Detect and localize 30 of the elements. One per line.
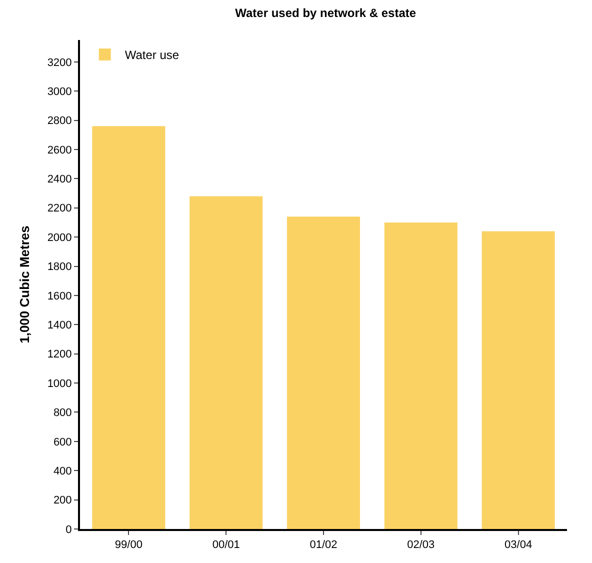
bar [286, 216, 360, 529]
y-tick-label: 600 [53, 436, 72, 448]
x-tick-label: 02/03 [407, 539, 435, 552]
bar [482, 231, 555, 529]
y-tick-label: 200 [53, 494, 72, 507]
y-tick-label: 1000 [47, 378, 72, 390]
y-tick-label: 1600 [47, 290, 72, 302]
chart-title: Water used by network & estate [235, 6, 416, 20]
bar [190, 196, 263, 529]
y-tick-label: 2600 [47, 144, 72, 156]
y-tick-label: 1200 [47, 348, 72, 361]
bar [384, 222, 458, 529]
y-tick-label: 1400 [47, 319, 72, 332]
y-tick-label: 3000 [47, 86, 72, 98]
y-tick-label: 2000 [47, 232, 72, 244]
x-tick-label: 00/01 [212, 539, 240, 552]
bar [92, 126, 166, 529]
y-tick-label: 0 [66, 524, 72, 536]
legend-label: Water use [124, 48, 180, 62]
y-tick-label: 3200 [47, 56, 72, 69]
y-tick-label: 2200 [47, 202, 72, 215]
y-tick-label: 2400 [47, 174, 72, 186]
y-axis-title: 1,000 Cubic Metres [16, 226, 32, 344]
x-tick-label: 99/00 [114, 539, 142, 552]
x-tick-label: 03/04 [504, 539, 532, 552]
y-tick-label: 1800 [47, 261, 72, 274]
y-tick-label: 400 [53, 465, 72, 478]
x-tick-label: 01/02 [310, 539, 338, 552]
y-tick-label: 800 [53, 407, 72, 420]
y-tick-label: 2800 [47, 115, 72, 128]
